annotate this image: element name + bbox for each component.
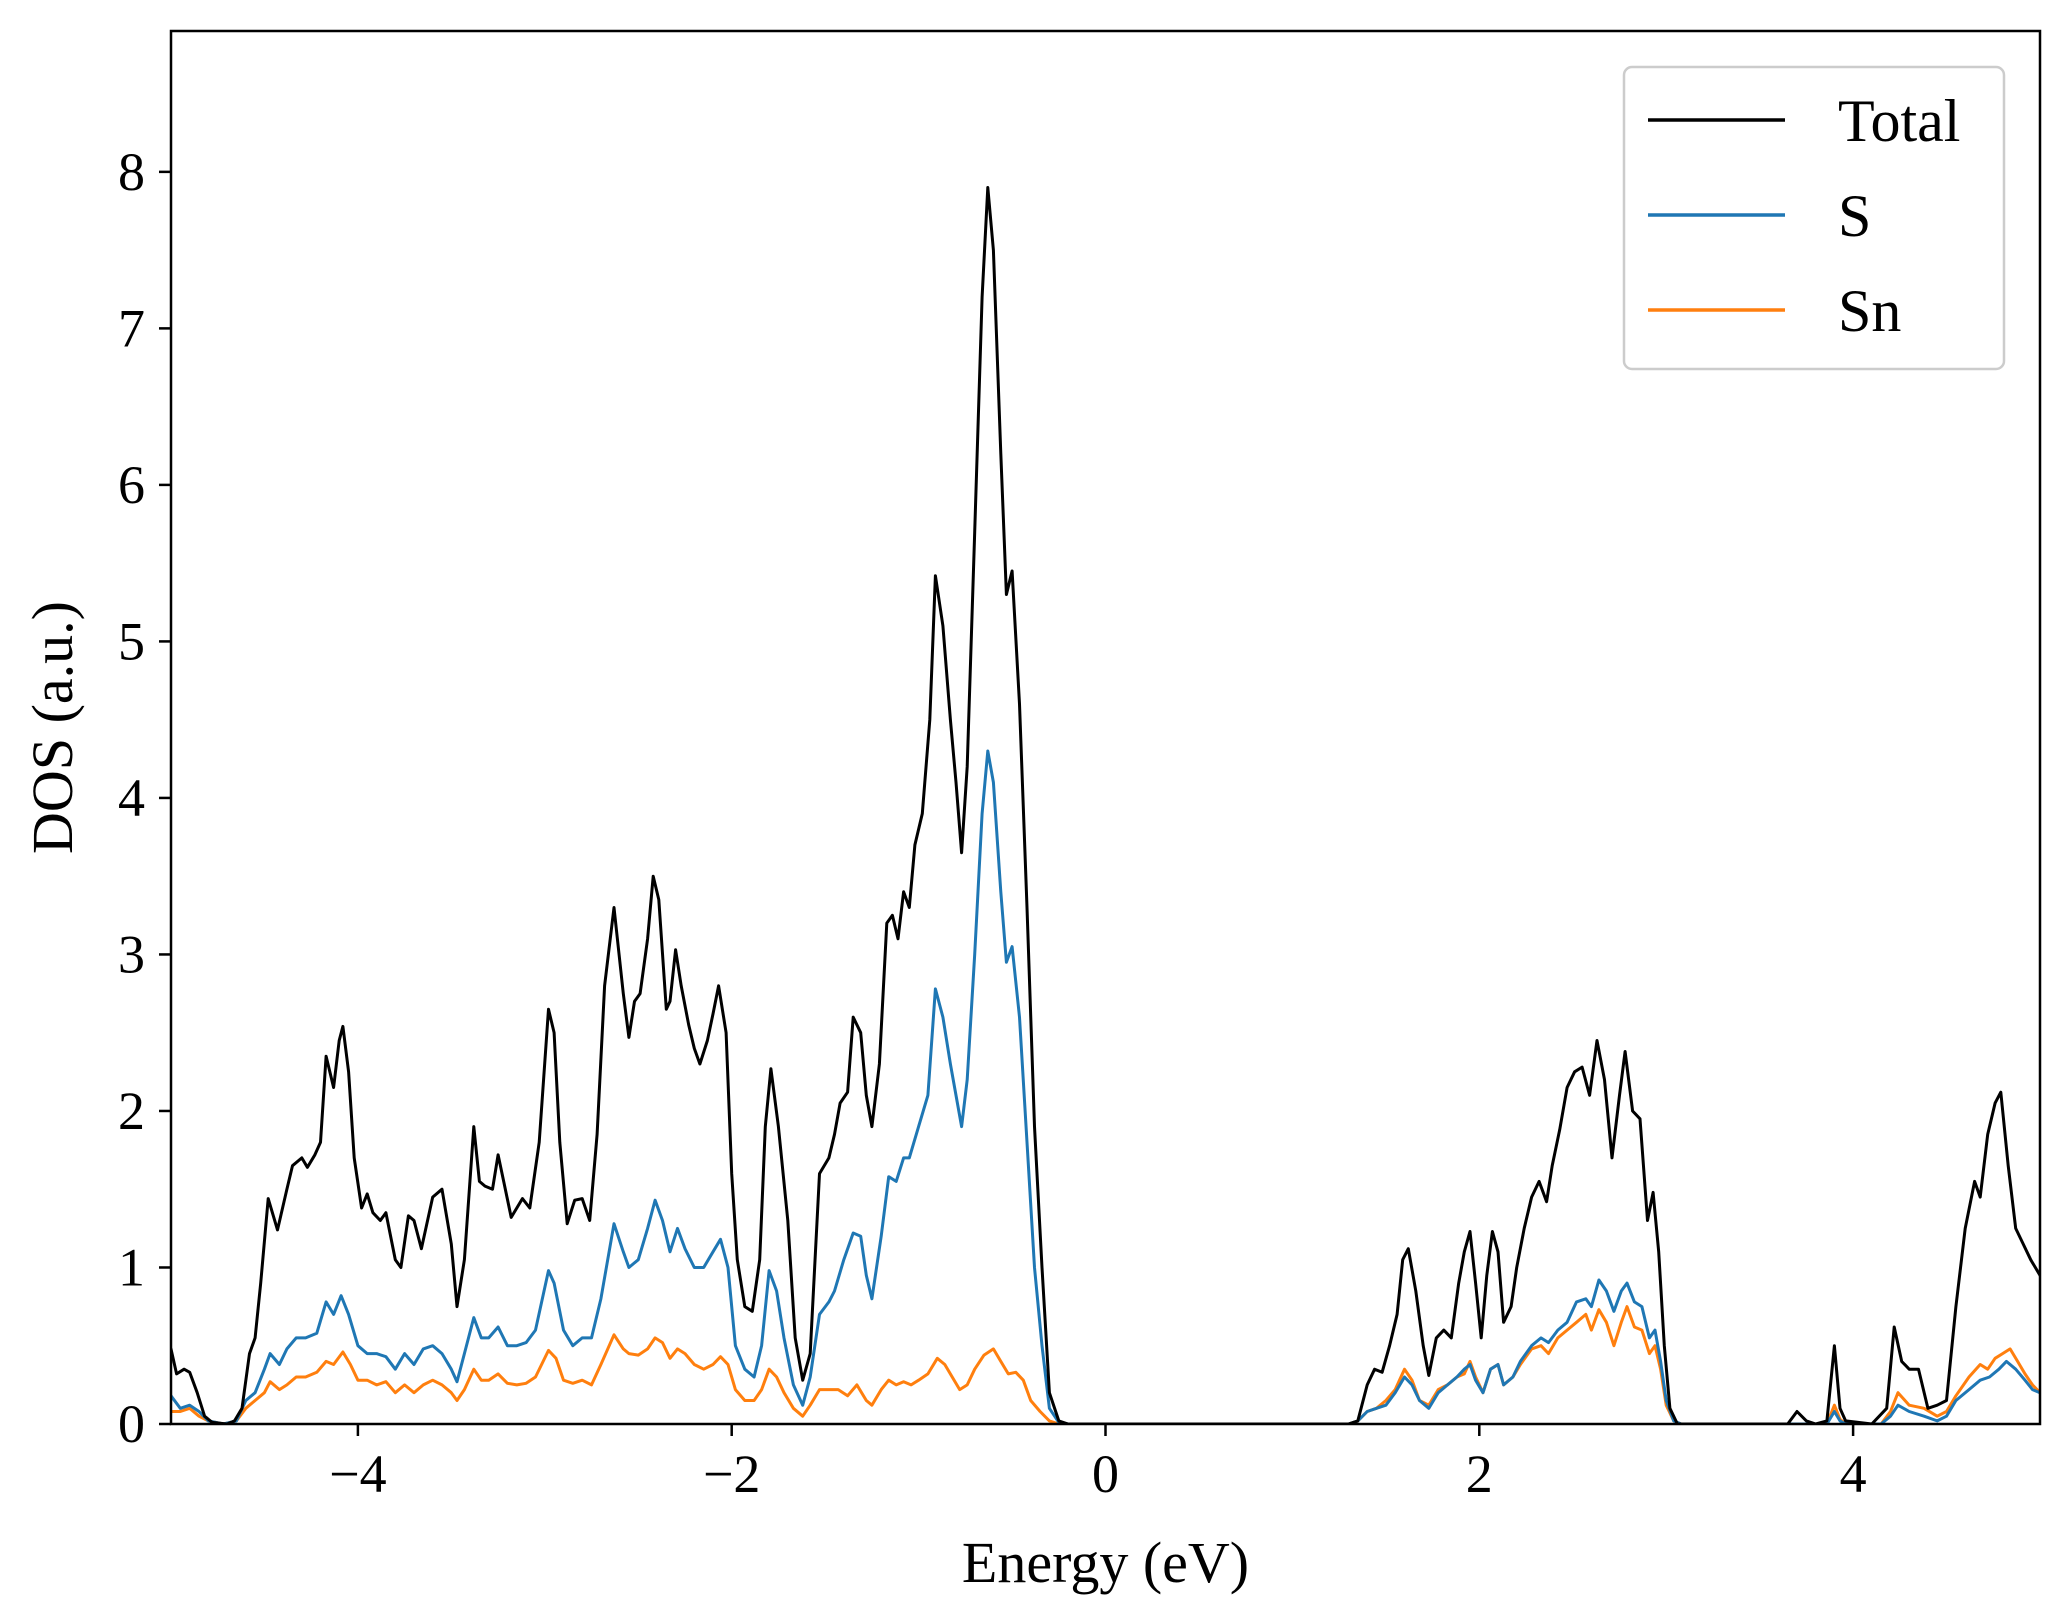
legend-label-sn: Sn <box>1838 278 1901 344</box>
y-tick-label: 5 <box>118 611 145 671</box>
legend-label-s: S <box>1838 183 1871 249</box>
series-line-sn <box>171 1305 2040 1424</box>
y-tick-label: 2 <box>118 1081 145 1141</box>
series-line-s <box>171 749 2040 1424</box>
y-tick-label: 3 <box>118 924 145 984</box>
x-axis-label: Energy (eV) <box>962 1530 1249 1595</box>
series-line-total <box>171 186 2040 1424</box>
legend-label-total: Total <box>1838 88 1960 154</box>
y-tick-label: 0 <box>118 1394 145 1454</box>
legend: Total S Sn <box>1622 65 2006 371</box>
series-layer <box>171 186 2040 1424</box>
legend-box <box>1622 65 2006 371</box>
ticks-layer: −4 −2 0 2 4 0 1 2 3 4 5 6 7 8 <box>118 142 1867 1504</box>
y-tick-label: 7 <box>118 298 145 358</box>
y-tick-label: 8 <box>118 142 145 202</box>
y-tick-label: 6 <box>118 455 145 515</box>
x-tick-label: 2 <box>1466 1444 1493 1504</box>
y-axis-label: DOS (a.u.) <box>20 601 85 854</box>
x-tick-label: −4 <box>329 1444 386 1504</box>
x-tick-label: 4 <box>1840 1444 1867 1504</box>
y-tick-label: 4 <box>118 768 145 828</box>
y-tick-label: 1 <box>118 1237 145 1297</box>
x-tick-label: −2 <box>703 1444 760 1504</box>
x-tick-label: 0 <box>1092 1444 1119 1504</box>
